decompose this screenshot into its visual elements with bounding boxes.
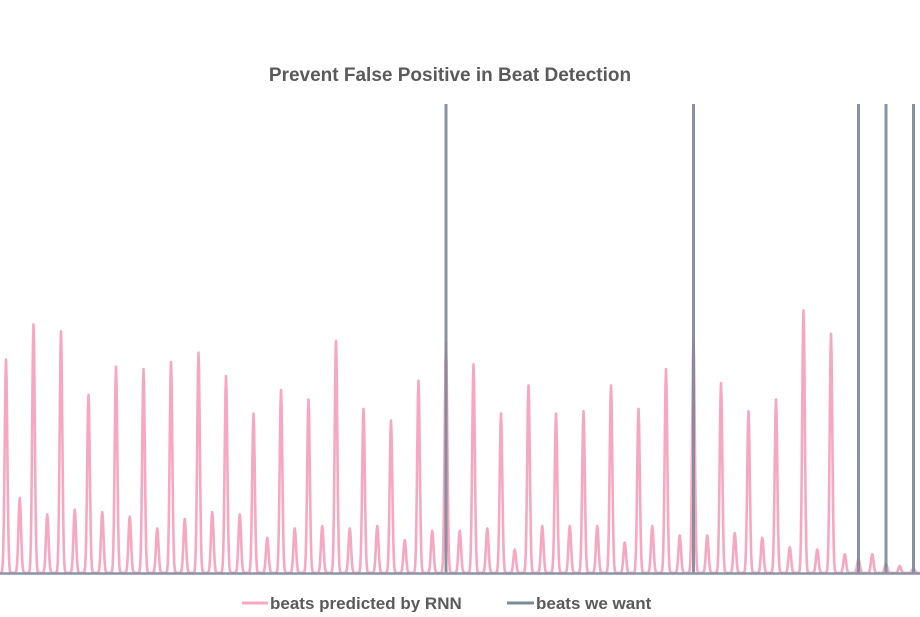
rnn-peak <box>477 527 497 575</box>
legend: beats predicted by RNN beats we want <box>242 594 652 613</box>
rnn-peak <box>161 360 181 575</box>
rnn-peak <box>10 496 30 575</box>
rnn-peak <box>505 548 525 575</box>
rnn-peak <box>326 339 346 575</box>
rnn-peak <box>37 513 57 575</box>
rnn-peak <box>188 351 209 575</box>
rnn-peak <box>367 524 387 575</box>
rnn-peak <box>0 358 16 575</box>
rnn-peak <box>23 323 44 575</box>
rnn-peak <box>628 407 649 575</box>
rnn-peak <box>422 529 442 575</box>
rnn-peak <box>65 508 85 575</box>
rnn-peak <box>463 362 484 575</box>
rnn-peak <box>573 409 594 575</box>
rnn-peak <box>560 524 580 575</box>
rnn-peak <box>51 330 71 575</box>
rnn-peak <box>216 374 236 575</box>
rnn-peak <box>340 527 360 575</box>
rnn-peak <box>381 419 401 575</box>
legend-label-rnn: beats predicted by RNN <box>270 594 462 612</box>
rnn-peak <box>518 384 539 575</box>
rnn-peak <box>738 409 759 575</box>
rnn-peak <box>271 388 291 575</box>
legend-label-beats: beats we want <box>536 594 652 612</box>
rnn-peak <box>78 393 99 575</box>
rnn-peak <box>766 398 786 575</box>
chart-title: Prevent False Positive in Beat Detection <box>269 65 631 86</box>
rnn-peak <box>120 515 140 575</box>
rnn-peak <box>106 365 126 575</box>
rnn-peak <box>532 524 552 575</box>
rnn-peak <box>243 412 264 575</box>
rnn-peak <box>711 381 731 575</box>
rnn-peak <box>285 527 305 575</box>
rnn-peak <box>793 309 814 575</box>
rnn-peak <box>312 524 332 575</box>
rnn-peak <box>862 552 882 575</box>
rnn-peak <box>450 529 470 575</box>
rnn-peak <box>615 541 635 575</box>
rnn-peak <box>670 534 690 575</box>
rnn-peak <box>587 524 607 575</box>
rnn-peak <box>353 407 374 575</box>
rnn-peak <box>408 379 429 575</box>
rnn-peak <box>780 545 800 575</box>
rnn-peak <box>92 510 112 575</box>
rnn-peak <box>752 536 772 575</box>
rnn-peak <box>133 367 154 575</box>
rnn-peak <box>175 517 195 575</box>
rnn-peak <box>257 536 277 575</box>
rnn-peak <box>395 538 415 575</box>
rnn-peak <box>642 524 662 575</box>
rnn-peak <box>821 332 841 575</box>
legend-item-beats[interactable]: beats we want <box>507 594 652 613</box>
rnn-peak <box>147 527 167 575</box>
rnn-peak <box>835 552 855 575</box>
rnn-peak <box>230 513 250 575</box>
rnn-peak <box>697 534 717 575</box>
legend-item-rnn[interactable]: beats predicted by RNN <box>242 594 462 613</box>
plot-area <box>0 104 920 575</box>
rnn-peak <box>656 367 676 575</box>
rnn-peak <box>202 510 222 575</box>
rnn-peak <box>546 412 566 575</box>
rnn-peak <box>491 412 511 575</box>
rnn-peak <box>601 384 621 575</box>
rnn-peak <box>807 548 827 575</box>
rnn-peak <box>298 398 319 575</box>
rnn-peak <box>725 531 745 575</box>
